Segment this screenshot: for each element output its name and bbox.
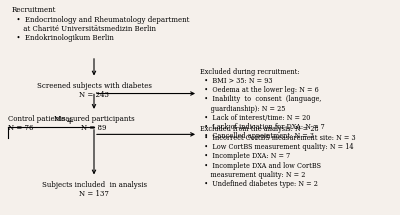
Text: Excluded from the analysis: N = 28
  •  Incorrect CortBS measurement site: N = 3: Excluded from the analysis: N = 28 • Inc… — [200, 125, 356, 188]
Text: Screened subjects with diabetes
N = 243: Screened subjects with diabetes N = 243 — [36, 82, 152, 99]
Text: +: + — [66, 117, 74, 126]
Text: Subjects included  in analysis
N = 137: Subjects included in analysis N = 137 — [42, 181, 146, 198]
Text: Measured participants
N = 89: Measured participants N = 89 — [54, 115, 134, 132]
Text: Excluded during recruitment:
  •  BMI > 35: N = 93
  •  Oedema at the lower leg:: Excluded during recruitment: • BMI > 35:… — [200, 68, 325, 140]
Text: Recruitment
  •  Endocrinology and Rheumatology department
     at Charité Unive: Recruitment • Endocrinology and Rheumato… — [12, 6, 189, 42]
Text: Control patients
N = 76: Control patients N = 76 — [8, 115, 65, 132]
